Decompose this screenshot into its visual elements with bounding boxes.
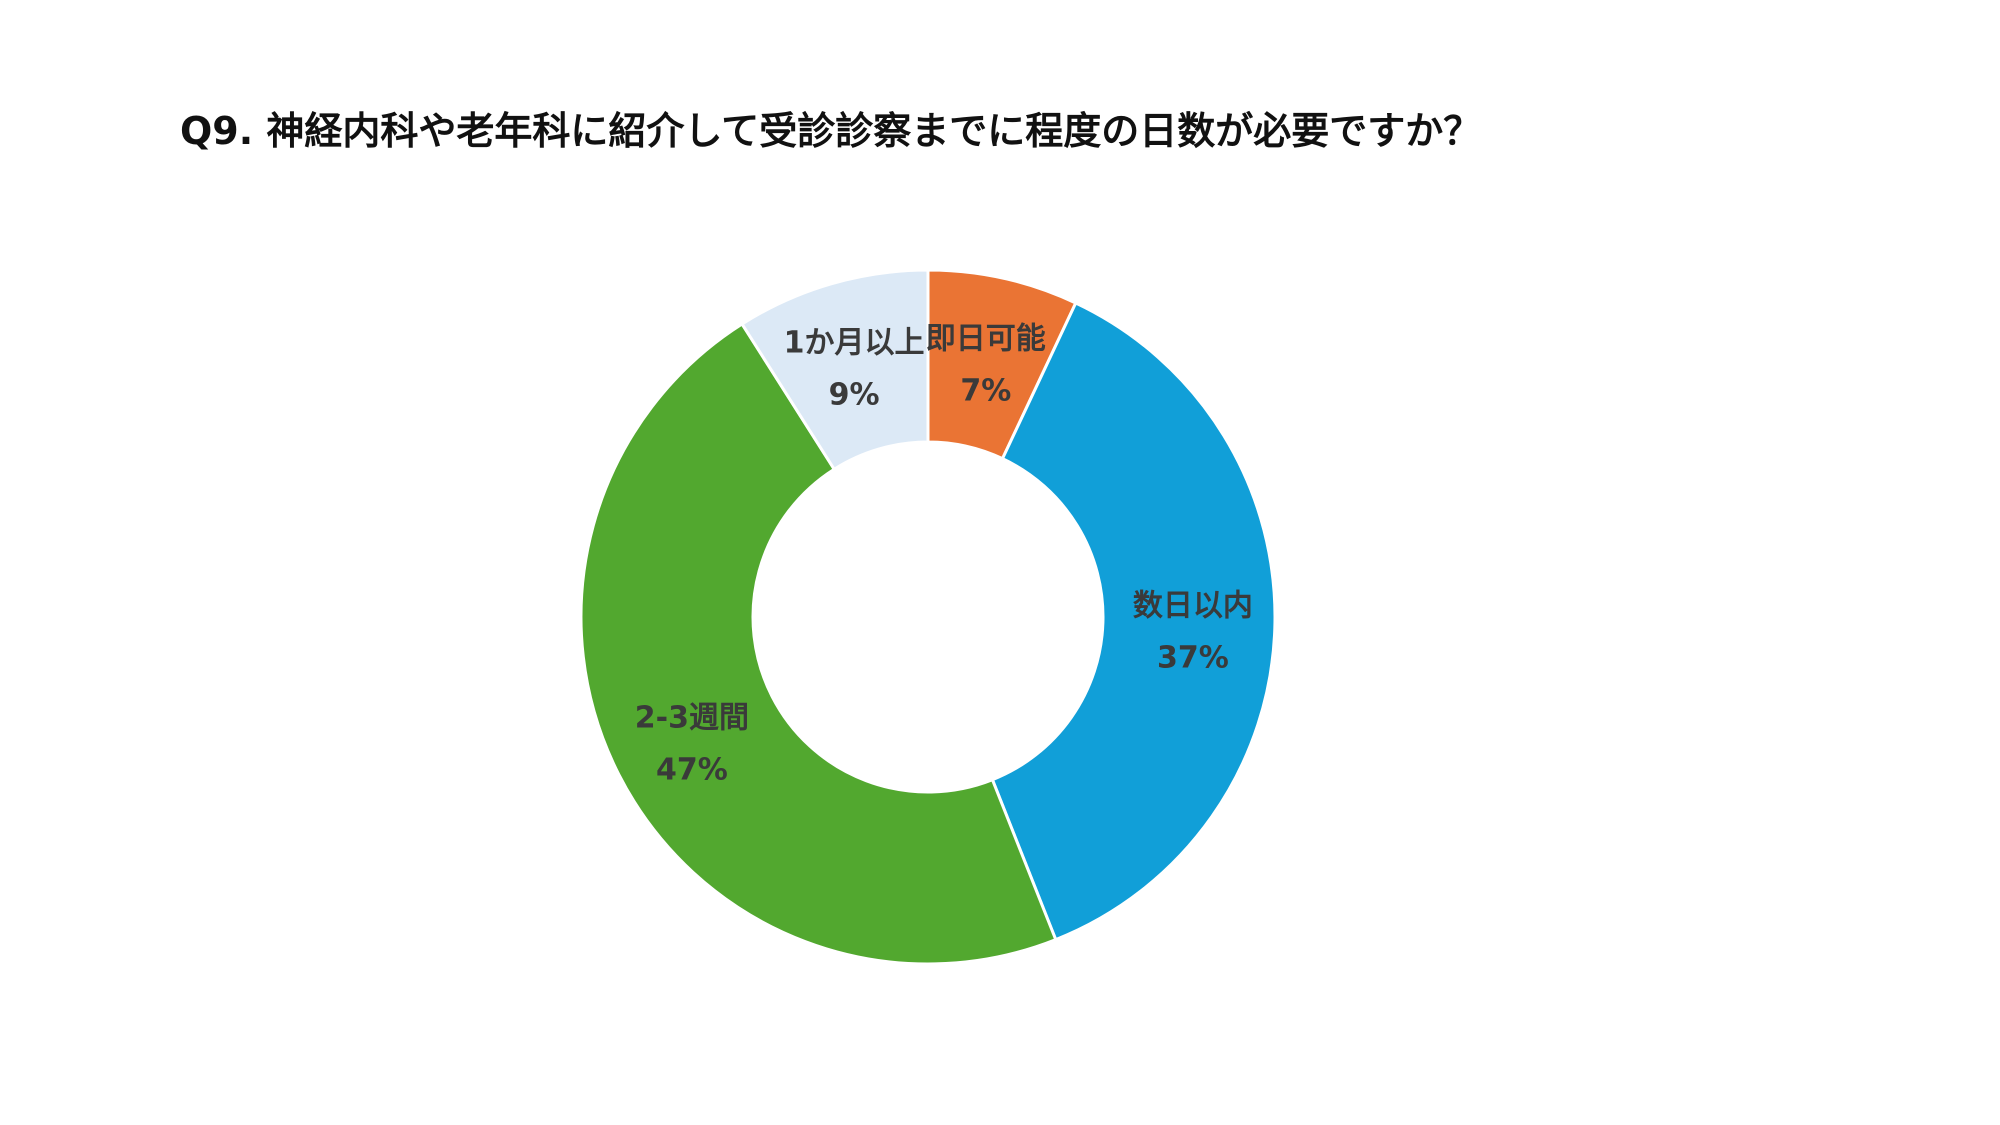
slice-label-3: 1か月以上 bbox=[784, 326, 925, 361]
slice-1 bbox=[990, 301, 1277, 942]
slice-value-2: 47% bbox=[656, 752, 728, 787]
slice-value-3: 9% bbox=[829, 378, 880, 413]
slice-label-2: 2-3週間 bbox=[635, 700, 749, 735]
slice-label-1: 数日以内 bbox=[1133, 588, 1253, 623]
donut-slices bbox=[579, 268, 1277, 966]
slice-3 bbox=[739, 268, 930, 472]
donut-labels: 即日可能 7% 数日以内 37% 2-3週間 47% 1か月以上 9% bbox=[635, 321, 1253, 787]
slice-label-0: 即日可能 bbox=[926, 321, 1046, 356]
slice-2 bbox=[579, 321, 1058, 966]
slice-value-0: 7% bbox=[960, 373, 1011, 408]
chart-title: Q9. 神経内科や老年科に紹介して受診診察までに程度の日数が必要ですか？ bbox=[180, 109, 1482, 153]
slice-value-1: 37% bbox=[1157, 640, 1229, 675]
